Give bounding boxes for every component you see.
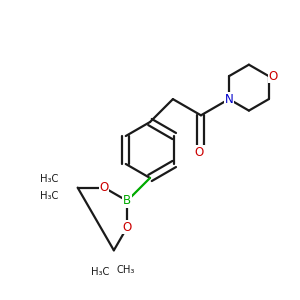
Text: N: N xyxy=(225,93,233,106)
Text: O: O xyxy=(195,146,204,159)
Text: O: O xyxy=(268,70,278,83)
Text: H₃C: H₃C xyxy=(40,174,58,184)
Text: H₃C: H₃C xyxy=(40,191,58,202)
Text: B: B xyxy=(123,194,131,207)
Text: O: O xyxy=(100,181,109,194)
Text: CH₃: CH₃ xyxy=(116,265,135,275)
Text: H₃C: H₃C xyxy=(92,266,110,277)
Text: O: O xyxy=(122,221,132,234)
